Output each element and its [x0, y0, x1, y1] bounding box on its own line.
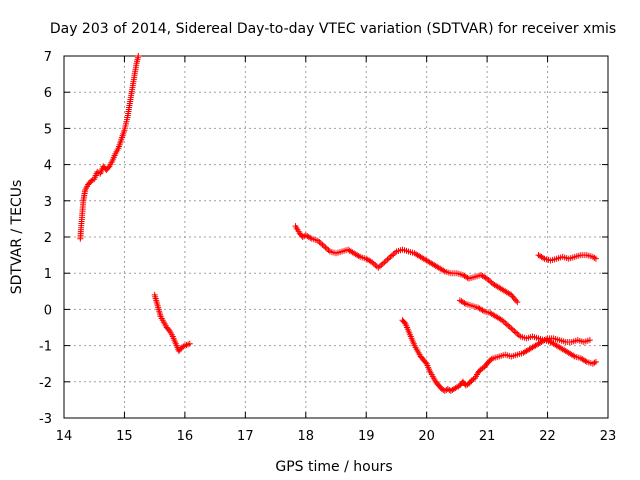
data-point [387, 253, 394, 260]
series-segment-c [292, 223, 521, 306]
data-point [401, 319, 408, 326]
data-point [375, 264, 382, 271]
data-point [165, 326, 172, 333]
y-tick-label: -1 [39, 340, 52, 355]
y-tick-label: 5 [44, 122, 52, 137]
x-tick-label: 17 [237, 429, 254, 444]
data-point [503, 321, 510, 328]
data-points [77, 53, 599, 394]
y-tick-label: 4 [44, 159, 52, 174]
data-point [135, 53, 142, 59]
x-tick-label: 22 [539, 429, 556, 444]
data-point [514, 299, 521, 306]
data-point [508, 325, 515, 332]
data-point [317, 240, 324, 247]
y-tick-label: 7 [44, 50, 52, 65]
data-point [186, 340, 193, 347]
x-tick-label: 14 [56, 429, 73, 444]
y-tick-label: -3 [39, 412, 52, 427]
x-tick-label: 19 [358, 429, 375, 444]
data-point [514, 330, 521, 337]
y-tick-label: 0 [44, 303, 52, 318]
x-tick-label: 16 [177, 429, 194, 444]
x-tick-label: 15 [116, 429, 133, 444]
data-point [376, 263, 383, 270]
series-segment-d [535, 252, 599, 264]
y-tick-label: -2 [39, 376, 52, 391]
data-point [422, 359, 429, 366]
data-point [586, 337, 593, 344]
x-tick-label: 20 [418, 429, 435, 444]
data-point [322, 244, 329, 251]
y-axis-label: SDTVAR / TECUs [9, 180, 25, 295]
series-segment-b [151, 291, 193, 355]
data-point [323, 245, 330, 252]
data-point [382, 257, 389, 264]
data-point [105, 164, 112, 171]
y-tick-label: 1 [44, 267, 52, 282]
series-segment-a [77, 53, 142, 242]
data-point [378, 262, 385, 269]
data-point [388, 252, 395, 259]
data-point [592, 255, 599, 262]
x-tick-label: 21 [479, 429, 496, 444]
grid-lines [64, 56, 608, 418]
data-point [509, 326, 516, 333]
data-point [506, 324, 513, 331]
data-point [505, 322, 512, 329]
data-point [319, 241, 326, 248]
data-point [320, 243, 327, 250]
data-point [487, 278, 494, 285]
y-tick-label: 2 [44, 231, 52, 246]
data-point [379, 260, 386, 267]
data-point [372, 262, 379, 269]
data-point [511, 328, 518, 335]
data-point [512, 329, 519, 336]
x-axis-label: GPS time / hours [275, 459, 392, 475]
data-point [385, 255, 392, 262]
data-point [513, 297, 520, 304]
data-point [591, 359, 598, 366]
series-segment-e [456, 297, 599, 367]
y-tick-label: 3 [44, 195, 52, 210]
data-point [390, 251, 397, 258]
data-point [502, 319, 509, 326]
data-point [381, 259, 388, 266]
series-segment-f [399, 317, 593, 394]
x-tick-label: 18 [298, 429, 315, 444]
data-point [592, 358, 599, 365]
data-point [384, 256, 391, 263]
y-tick-label: 6 [44, 86, 52, 101]
x-tick-label: 23 [600, 429, 617, 444]
chart-title: Day 203 of 2014, Sidereal Day-to-day VTE… [50, 21, 616, 37]
data-point [591, 254, 598, 261]
